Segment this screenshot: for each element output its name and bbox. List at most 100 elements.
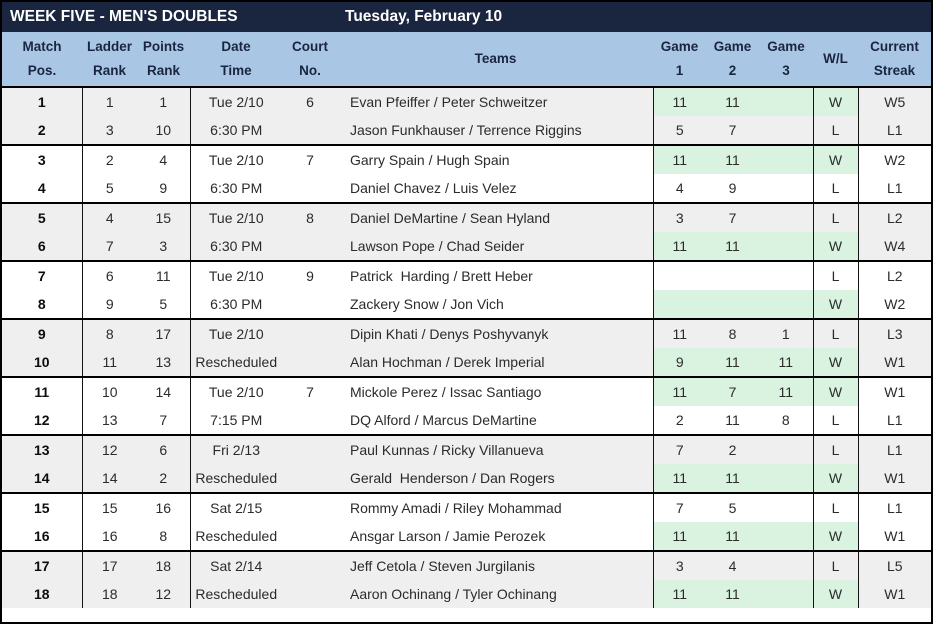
wl-cell: W <box>812 464 858 493</box>
court-no-cell <box>282 232 338 261</box>
game3-cell: 8 <box>759 406 813 435</box>
ladder-rank-cell: 3 <box>81 116 137 145</box>
col-header-current-streak: Current Streak <box>858 32 931 88</box>
team-row: 11 10 14 Tue 2/10 7 Mickole Perez / Issac San… <box>2 377 931 406</box>
wl-cell: L <box>812 435 858 464</box>
match-pos-cell: 7 <box>2 261 82 290</box>
teams-cell: Paul Kunnas / Ricky Villanueva <box>338 435 653 464</box>
match-pos-cell: 4 <box>2 174 82 203</box>
game1-cell: 9 <box>652 348 706 377</box>
match-pos-cell: 16 <box>2 522 82 551</box>
wl-cell: W <box>812 348 858 377</box>
team-row: 9 8 17 Tue 2/10 Dipin Khati / Denys Poshyvan… <box>2 319 931 348</box>
match-group: 3 2 4 Tue 2/10 7 Garry Spain / Hugh Spain 11 11… <box>2 145 931 203</box>
team-row: 14 14 2 Rescheduled Gerald Henderson / Dan R… <box>2 464 931 493</box>
game3-cell <box>759 435 813 464</box>
match-pos-cell: 1 <box>2 87 82 116</box>
streak-cell: L1 <box>857 174 931 203</box>
game3-cell <box>759 580 813 608</box>
game3-cell <box>759 232 813 261</box>
points-rank-cell: 11 <box>137 261 190 290</box>
wl-cell: W <box>812 522 858 551</box>
game2-cell: 8 <box>706 319 759 348</box>
game1-cell: 11 <box>652 232 706 261</box>
streak-cell: L2 <box>857 261 931 290</box>
team-row: 3 2 4 Tue 2/10 7 Garry Spain / Hugh Spain 11 11… <box>2 145 931 174</box>
match-group: 5 4 15 Tue 2/10 8 Daniel DeMartine / Sean Hyl… <box>2 203 931 261</box>
team-row: 13 12 6 Fri 2/13 Paul Kunnas / Ricky Villanu… <box>2 435 931 464</box>
col-header-game1: Game 1 <box>653 32 706 88</box>
match-group: 13 12 6 Fri 2/13 Paul Kunnas / Ricky Villanu… <box>2 435 931 493</box>
table-header: Match Pos. Ladder Rank Points Rank Date … <box>2 32 931 88</box>
date-time-cell: 6:30 PM <box>189 174 282 203</box>
wl-cell: L <box>812 203 858 232</box>
col-header-game2: Game 2 <box>706 32 759 88</box>
streak-cell: L1 <box>857 406 931 435</box>
game1-cell: 3 <box>652 551 706 580</box>
court-no-cell <box>282 290 338 319</box>
wl-cell: W <box>812 377 858 406</box>
date-time-cell: Fri 2/13 <box>189 435 282 464</box>
header-row: Match Pos. Ladder Rank Points Rank Date … <box>2 32 931 88</box>
wl-cell: W <box>812 290 858 319</box>
game2-cell: 11 <box>706 348 759 377</box>
game2-cell: 7 <box>706 377 759 406</box>
game2-cell: 2 <box>706 435 759 464</box>
date-time-cell: 6:30 PM <box>189 290 282 319</box>
match-group: 17 17 18 Sat 2/14 Jeff Cetola / Steven Jurgi… <box>2 551 931 608</box>
court-no-cell <box>282 116 338 145</box>
game1-cell: 11 <box>652 522 706 551</box>
team-row: 12 13 7 7:15 PM DQ Alford / Marcus DeMartine… <box>2 406 931 435</box>
date-time-cell: Tue 2/10 <box>189 145 282 174</box>
points-rank-cell: 2 <box>137 464 190 493</box>
teams-cell: Lawson Pope / Chad Seider <box>338 232 653 261</box>
streak-cell: L1 <box>857 116 931 145</box>
col-header-teams: Teams <box>338 32 653 88</box>
team-row: 4 5 9 6:30 PM Daniel Chavez / Luis Velez 4 9 L L… <box>2 174 931 203</box>
streak-cell: L5 <box>857 551 931 580</box>
game3-cell <box>759 551 813 580</box>
game3-cell <box>759 87 813 116</box>
streak-cell: W1 <box>857 522 931 551</box>
team-row: 7 6 11 Tue 2/10 9 Patrick Harding / Brett Heb… <box>2 261 931 290</box>
wl-cell: L <box>812 319 858 348</box>
points-rank-cell: 16 <box>137 493 190 522</box>
game1-cell: 2 <box>652 406 706 435</box>
wl-cell: L <box>812 406 858 435</box>
court-no-cell: 6 <box>282 87 338 116</box>
court-no-cell <box>282 348 338 377</box>
date-time-cell: Tue 2/10 <box>189 87 282 116</box>
streak-cell: W5 <box>857 87 931 116</box>
teams-cell: Dipin Khati / Denys Poshyvanyk <box>338 319 653 348</box>
game1-cell: 11 <box>652 87 706 116</box>
game2-cell: 7 <box>706 203 759 232</box>
court-no-cell <box>282 406 338 435</box>
team-row: 16 16 8 Rescheduled Ansgar Larson / Jamie Pe… <box>2 522 931 551</box>
game2-cell: 11 <box>706 406 759 435</box>
wl-cell: W <box>812 580 858 608</box>
game3-cell: 11 <box>759 348 813 377</box>
game1-cell: 4 <box>652 174 706 203</box>
game2-cell: 11 <box>706 145 759 174</box>
ladder-rank-cell: 4 <box>81 203 137 232</box>
match-pos-cell: 10 <box>2 348 82 377</box>
ladder-rank-cell: 6 <box>81 261 137 290</box>
game2-cell: 11 <box>706 464 759 493</box>
wl-cell: L <box>812 551 858 580</box>
match-group: 11 10 14 Tue 2/10 7 Mickole Perez / Issac San… <box>2 377 931 435</box>
results-table: Match Pos. Ladder Rank Points Rank Date … <box>2 32 931 608</box>
wl-cell: L <box>812 493 858 522</box>
ladder-rank-cell: 5 <box>81 174 137 203</box>
game3-cell <box>759 522 813 551</box>
court-no-cell <box>282 435 338 464</box>
ladder-rank-cell: 14 <box>81 464 137 493</box>
court-no-cell: 8 <box>282 203 338 232</box>
team-row: 2 3 10 6:30 PM Jason Funkhauser / Terrence R… <box>2 116 931 145</box>
date-time-cell: Rescheduled <box>189 348 282 377</box>
match-pos-cell: 3 <box>2 145 82 174</box>
col-header-wl: W/L <box>813 32 858 88</box>
court-no-cell <box>282 551 338 580</box>
court-no-cell <box>282 174 338 203</box>
game2-cell <box>706 290 759 319</box>
wl-cell: L <box>812 174 858 203</box>
